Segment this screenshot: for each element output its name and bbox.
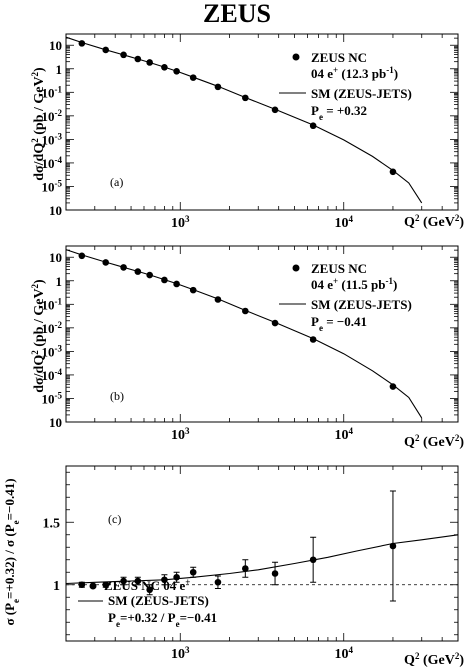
panel-c-legend-marker — [89, 582, 97, 590]
data-point — [389, 168, 397, 176]
data-point — [214, 296, 222, 303]
panel-a-legend-marker — [292, 53, 300, 61]
data-point — [242, 94, 249, 102]
data-point — [78, 252, 86, 260]
y-tick-label: 10 — [49, 250, 62, 265]
panel-a-frame — [65, 33, 459, 211]
y-tick-label: 10 — [49, 415, 62, 430]
panel-a-data-points — [78, 40, 397, 176]
x-tick-label: 104 — [334, 645, 353, 662]
panel-a-legend-data-sub: 04 e+ (12.3 pb-1) — [311, 65, 398, 81]
data-point — [146, 586, 153, 594]
y-tick-label: 10 — [49, 38, 62, 53]
data-point — [120, 577, 127, 585]
data-point — [189, 568, 197, 576]
panel-a-legend-polarization: Pe = +0.32 — [311, 103, 367, 122]
y-tick-label: 1 — [53, 579, 60, 594]
panel-c-data-points — [78, 490, 397, 602]
panel-c-legend-ratio: Pe=+0.32 / Pe=−0.41 — [108, 610, 217, 629]
data-point — [189, 286, 197, 294]
panel-b-legend-polarization: Pe = −0.41 — [311, 314, 367, 333]
panel-a-label: (a) — [110, 175, 123, 189]
data-point — [78, 581, 86, 589]
panel-c-sm-curve — [65, 534, 459, 585]
data-point — [102, 581, 110, 589]
data-point — [173, 68, 180, 75]
panel-b-legend-model-label: SM (ZEUS-JETS) — [311, 297, 412, 312]
panel-b-frame — [65, 245, 459, 423]
panel-a-ticks — [65, 33, 459, 211]
data-point — [120, 264, 127, 271]
data-point — [189, 74, 197, 81]
panel-b-legend-marker — [292, 264, 300, 272]
data-point — [102, 259, 110, 266]
panel-b-legend-data-label: ZEUS NC — [311, 261, 367, 276]
data-point — [134, 268, 142, 275]
data-point — [173, 573, 180, 581]
data-point — [242, 565, 249, 572]
x-tick-label: 104 — [334, 426, 353, 443]
panel-c-label: (c) — [108, 512, 121, 526]
panel-b-legend: ZEUS NC 04 e+ (11.5 pb-1) SM (ZEUS-JETS)… — [279, 261, 412, 333]
panel-b-label: (b) — [110, 389, 124, 403]
panel-b-x-axis-label: Q2 (GeV2) — [404, 433, 464, 450]
panel-c-ticks — [65, 466, 459, 641]
panel-a-legend: ZEUS NC 04 e+ (12.3 pb-1) SM (ZEUS-JETS)… — [279, 50, 412, 122]
data-point — [309, 556, 317, 564]
data-point — [214, 83, 222, 91]
panel-a-x-axis-label: Q2 (GeV2) — [404, 213, 464, 230]
panel-a-x-tick-labels: 103 104 — [171, 214, 353, 231]
data-point — [134, 55, 142, 63]
panel-c-x-tick-labels: 103 104 — [171, 645, 353, 662]
panel-b-x-tick-labels: 103 104 — [171, 426, 353, 443]
data-point — [161, 576, 168, 584]
panel-c-x-axis-label: Q2 (GeV2) — [404, 651, 464, 668]
data-point — [102, 46, 110, 54]
x-tick-label: 103 — [171, 426, 190, 443]
panel-a-legend-data-label: ZEUS NC — [311, 50, 367, 65]
panel-b-y-axis-label: dσ/dQ2 (pb / GeV2) — [30, 279, 47, 393]
x-tick-label: 103 — [171, 645, 190, 662]
panel-c-y-axis-label: σ (Pe=+0.32) / σ (Pe=−0.41) — [2, 478, 21, 625]
panel-c-legend-model-label: SM (ZEUS-JETS) — [108, 593, 209, 608]
panel-b-ticks — [65, 245, 459, 423]
panel-c-legend: ZEUS NC 04 e+ SM (ZEUS-JETS) Pe=+0.32 / … — [78, 577, 217, 629]
data-point — [134, 577, 142, 585]
figure-title: ZEUS — [203, 0, 271, 28]
panel-b-legend-data-sub: 04 e+ (11.5 pb-1) — [311, 276, 397, 292]
data-point — [271, 106, 279, 114]
data-point — [173, 280, 180, 288]
data-point — [309, 336, 317, 343]
data-point — [214, 578, 222, 586]
data-point — [146, 59, 153, 66]
data-point — [78, 40, 86, 47]
data-point — [120, 51, 127, 59]
panel-a-legend-model-label: SM (ZEUS-JETS) — [311, 86, 412, 101]
panel-c-legend-data-label: ZEUS NC 04 e+ — [104, 577, 190, 593]
x-tick-label: 104 — [334, 214, 353, 231]
data-point — [242, 307, 249, 315]
panel-c-frame — [65, 465, 459, 642]
data-point — [146, 271, 153, 279]
y-tick-label: 1.5 — [43, 516, 61, 531]
y-tick-label: 10 — [49, 203, 62, 218]
data-point — [389, 383, 397, 390]
panel-c-y-tick-labels: 11.5 — [43, 516, 61, 594]
data-point — [161, 276, 168, 284]
data-point — [161, 64, 168, 71]
y-tick-label: 1 — [56, 274, 63, 289]
data-point — [271, 570, 279, 577]
data-point — [389, 542, 397, 550]
y-tick-label: 1 — [56, 62, 63, 77]
data-point — [271, 319, 279, 327]
panel-a-y-axis-label: dσ/dQ2 (pb / GeV2) — [30, 67, 47, 181]
panel-c-polarization-ratio: 11.5 103 104 (c) Q2 (GeV2) σ (Pe=+0.32) /… — [2, 465, 464, 668]
panel-b-data-points — [78, 252, 397, 390]
data-point — [309, 122, 317, 130]
x-tick-label: 103 — [171, 214, 190, 231]
